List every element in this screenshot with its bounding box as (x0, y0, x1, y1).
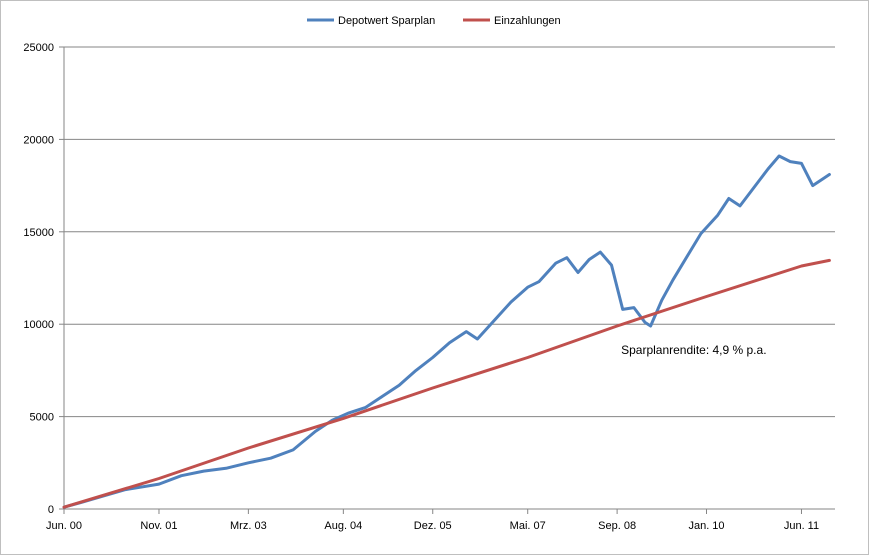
y-tick-label: 0 (48, 504, 54, 516)
legend-label: Depotwert Sparplan (338, 15, 435, 27)
y-tick-label: 15000 (23, 227, 54, 239)
x-tick-label: Nov. 01 (140, 520, 177, 532)
x-tick-label: Mai. 07 (510, 520, 546, 532)
x-tick-label: Sep. 08 (598, 520, 636, 532)
series-line-depotwert (62, 154, 831, 509)
x-tick-label: Dez. 05 (414, 520, 452, 532)
y-tick-label: 5000 (30, 412, 54, 424)
legend-label: Einzahlungen (494, 15, 561, 27)
y-tick-label: 10000 (23, 319, 54, 331)
y-tick-label: 25000 (23, 42, 54, 54)
x-tick-label: Mrz. 03 (230, 520, 267, 532)
y-tick-label: 20000 (23, 134, 54, 146)
x-tick-label: Aug. 04 (324, 520, 362, 532)
annotation-label: Sparplanrendite: 4,9 % p.a. (621, 343, 766, 357)
x-tick-label: Jun. 11 (784, 520, 819, 532)
series-line-einzahlungen (62, 258, 831, 509)
x-tick-label: Jun. 00 (46, 520, 82, 532)
x-tick-label: Jan. 10 (688, 520, 724, 532)
